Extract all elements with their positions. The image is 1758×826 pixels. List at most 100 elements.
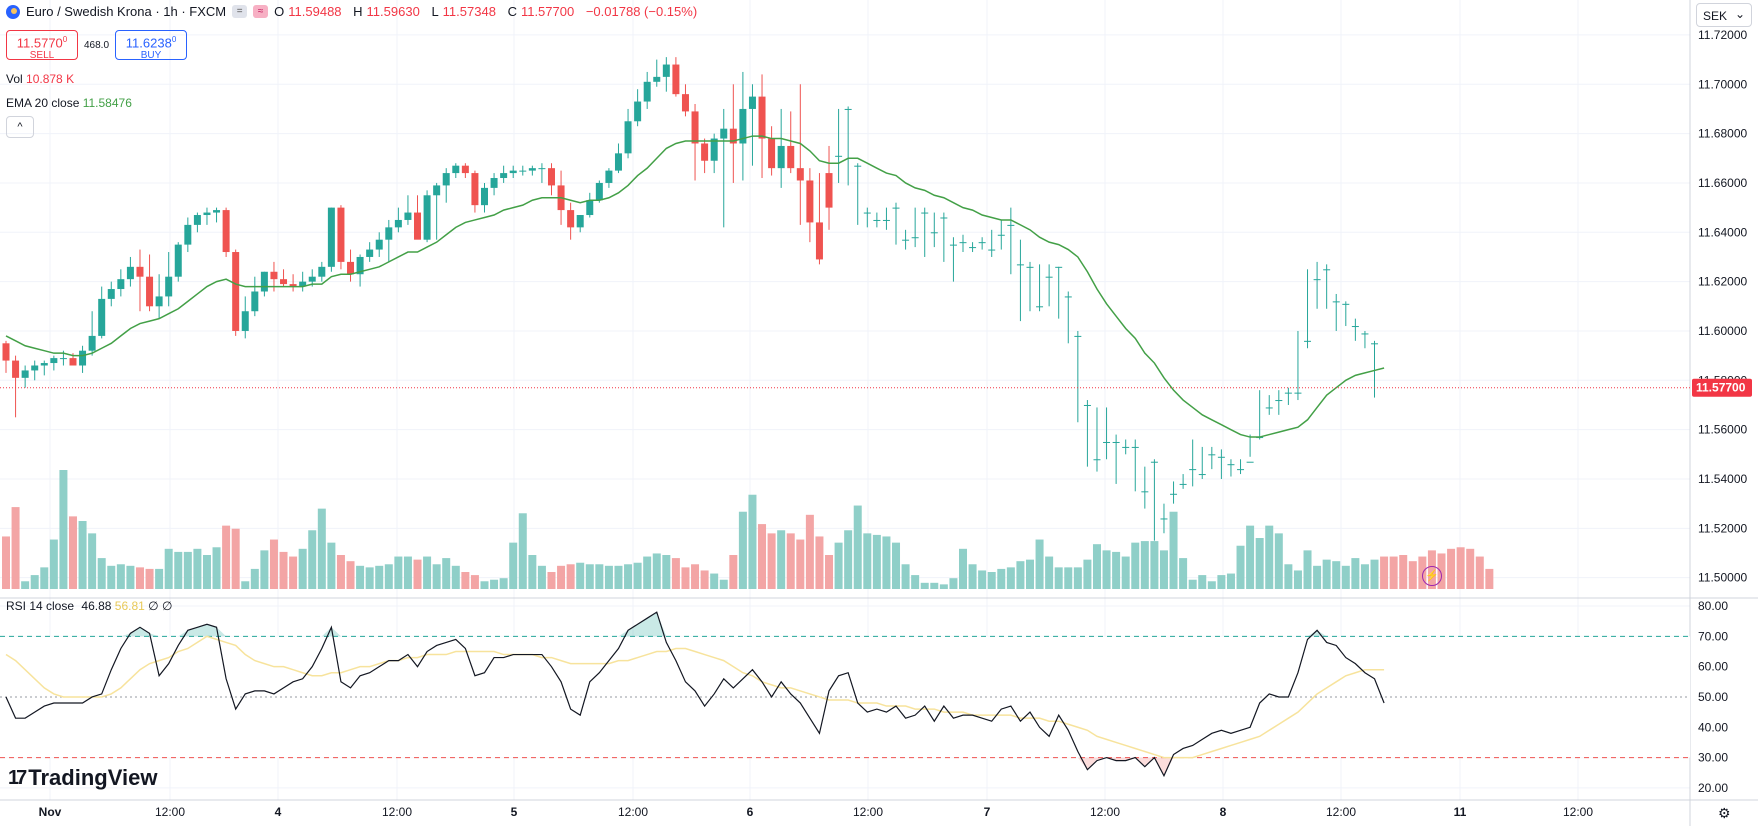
candle	[327, 207, 335, 267]
sell-price: 11.5770	[16, 35, 63, 51]
candle	[586, 200, 594, 216]
candle	[662, 64, 670, 77]
volume-bar	[1246, 525, 1255, 589]
candle	[806, 180, 814, 223]
currency-select[interactable]: SEK ⌄	[1696, 3, 1752, 27]
candle	[375, 239, 383, 250]
candle	[1112, 441, 1120, 443]
volume-bar	[853, 505, 862, 589]
time-tick-label: 12:00	[1326, 805, 1356, 819]
price-tick-label: 11.60000	[1698, 324, 1747, 338]
ema-legend[interactable]: EMA 20 close 11.58476	[6, 96, 132, 110]
chevron-down-icon: ⌄	[1734, 7, 1745, 21]
volume-bar	[480, 581, 489, 589]
candle	[452, 165, 460, 174]
volume-bar	[1389, 556, 1398, 589]
candle	[213, 210, 221, 213]
candle	[892, 207, 900, 209]
equals-tag-icon[interactable]: =	[232, 5, 248, 18]
volume-legend[interactable]: Vol 10.878 K	[6, 72, 74, 86]
current-price-badge	[1692, 378, 1752, 397]
volume-bar	[557, 565, 566, 589]
volume-bar	[375, 565, 384, 589]
candle	[299, 281, 307, 287]
volume-bar	[1475, 556, 1484, 589]
candle	[260, 271, 268, 292]
rsi-legend[interactable]: RSI 14 close 46.88 56.81 ∅ ∅	[6, 599, 172, 613]
tradingview-watermark[interactable]: 17 TradingView	[8, 765, 157, 791]
volume-bar	[241, 581, 250, 589]
time-tick-label: 12:00	[853, 805, 883, 819]
volume-bar	[30, 575, 39, 589]
volume-bar	[959, 548, 967, 589]
time-tick-label: Nov	[39, 805, 62, 819]
candle	[547, 168, 555, 186]
rsi-tick-label: 20.00	[1698, 781, 1728, 795]
rsi-oversold-fill	[1077, 757, 1107, 770]
candle	[691, 111, 699, 144]
candle	[873, 219, 881, 221]
sell-button[interactable]: 11.57700 SELL	[6, 30, 78, 61]
buy-button[interactable]: 11.62380 BUY	[115, 30, 188, 61]
candle	[1371, 343, 1379, 345]
volume-bar	[997, 568, 1006, 589]
volume-bar	[968, 564, 977, 589]
volume-bar	[1054, 567, 1063, 589]
candle	[337, 207, 345, 262]
candle	[701, 143, 709, 161]
volume-bar	[222, 525, 231, 589]
volume-bar	[1159, 550, 1168, 589]
volume-bar	[1121, 556, 1130, 589]
volume-bar	[777, 530, 786, 589]
candle	[1045, 276, 1053, 278]
chart-header: Euro / Swedish Krona · 1h · FXCM = ≈ O 11…	[6, 4, 701, 19]
currency-value: SEK	[1703, 9, 1728, 23]
symbol-title[interactable]: Euro / Swedish Krona · 1h · FXCM	[26, 4, 227, 19]
time-tick-label: 11	[1454, 805, 1467, 819]
candle	[681, 94, 689, 112]
candle	[634, 101, 642, 122]
rsi-tick-label: 30.00	[1698, 751, 1728, 765]
candle	[193, 215, 201, 225]
candle	[1332, 301, 1340, 303]
settings-gear-icon[interactable]: ⚙	[1718, 805, 1731, 821]
candle	[1351, 326, 1359, 328]
current-price-label: 11.57700	[1696, 381, 1746, 395]
volume-bar	[1284, 564, 1293, 589]
candle	[50, 358, 58, 364]
collapse-legend-button[interactable]: ^	[6, 116, 34, 138]
change-value: −0.01788 (−0.15%)	[585, 4, 698, 19]
candle	[902, 239, 910, 241]
candle	[605, 170, 613, 183]
low-label: L 11.57348	[431, 4, 496, 19]
candle	[854, 165, 862, 167]
approx-tag-icon[interactable]: ≈	[253, 5, 269, 18]
candle	[835, 155, 843, 157]
volume-bar	[413, 559, 422, 589]
buy-price-sup: 0	[171, 35, 177, 44]
rsi-tick-label: 70.00	[1698, 629, 1728, 643]
lightning-icon[interactable]: ⚡	[1422, 566, 1442, 586]
candle	[614, 153, 622, 171]
volume-bar	[327, 542, 336, 589]
candle	[404, 212, 412, 220]
volume-bar	[174, 551, 183, 589]
candle	[270, 271, 278, 280]
volume-bar	[145, 568, 154, 589]
volume-bar	[1169, 511, 1178, 589]
volume-bar	[1303, 550, 1312, 589]
price-tick-label: 11.50000	[1698, 571, 1747, 585]
volume-bar	[442, 558, 451, 589]
ema-value: 11.58476	[82, 96, 132, 110]
candle	[1227, 464, 1235, 466]
candle	[356, 256, 364, 275]
rsi-line	[5, 611, 1385, 778]
candle	[1246, 461, 1254, 463]
candle	[1122, 446, 1130, 448]
candle	[1093, 459, 1101, 461]
volume-bar	[107, 565, 116, 589]
volume-bar	[183, 551, 192, 589]
volume-bar	[59, 470, 68, 589]
volume-bar	[97, 558, 106, 589]
